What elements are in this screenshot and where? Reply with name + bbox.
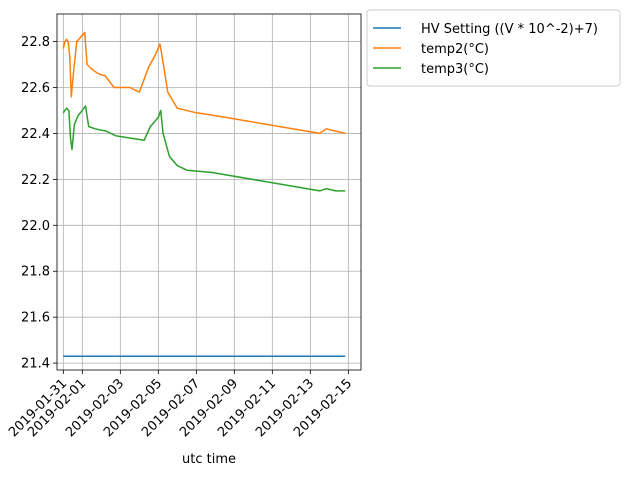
legend-label-3: temp3(°C) [421, 62, 489, 77]
series-layer [62, 31, 346, 357]
y-tick-label: 22.0 [21, 219, 50, 234]
y-grid [57, 41, 361, 364]
plot-background [57, 14, 361, 370]
series-line-3 [62, 105, 346, 192]
y-tick-label: 21.6 [21, 311, 50, 326]
legend: HV Setting ((V * 10^-2)+7) temp2(°C) temp3… [366, 9, 621, 87]
y-tick-label: 22.8 [21, 35, 50, 50]
y-tick-label: 22.6 [21, 81, 50, 96]
x-axis-title: utc time [182, 452, 236, 467]
plot-frame [56, 13, 362, 371]
x-grid [62, 14, 349, 370]
legend-label-2: temp2(°C) [421, 42, 489, 57]
y-tick-label: 21.4 [21, 357, 50, 372]
legend-label-1: HV Setting ((V * 10^-2)+7) [421, 22, 598, 37]
y-tick-label: 22.2 [21, 173, 50, 188]
legend-frame [366, 9, 621, 87]
y-tick-label: 21.8 [21, 265, 50, 280]
y-axis: 21.4 21.6 21.8 22.0 22.2 22.4 22.6 22.8 [21, 35, 57, 372]
y-tick-label: 22.4 [21, 127, 50, 142]
x-axis: 2019-01-312019-02-012019-02-032019-02-05… [6, 370, 355, 440]
series-line-2 [62, 31, 346, 135]
